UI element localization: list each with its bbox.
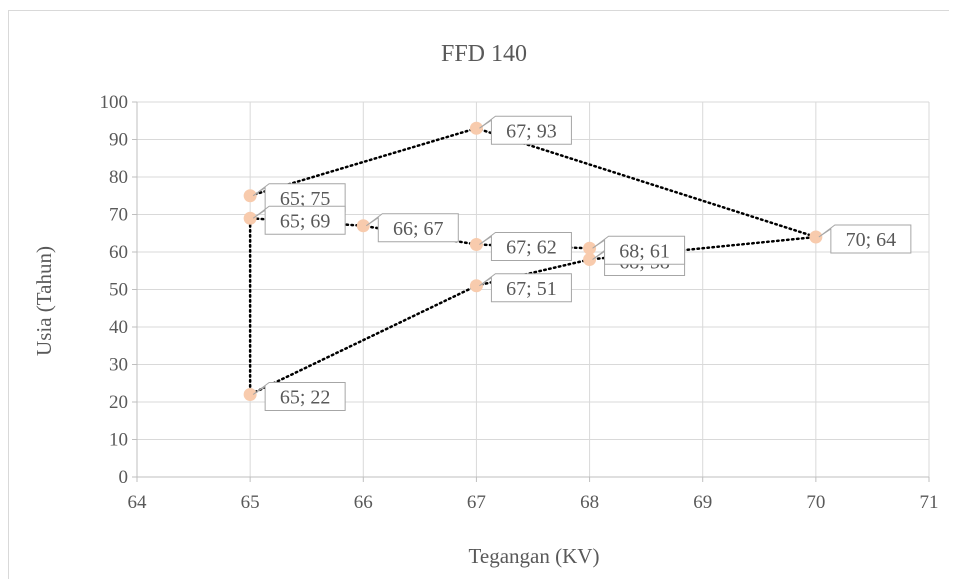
y-tick-label: 80 xyxy=(109,167,128,188)
x-tick-label: 69 xyxy=(693,492,712,513)
data-label: 68; 61 xyxy=(592,235,686,265)
scatter-chart: FFD 140 0 10 20 30 40 50 60 70 80 90 100 64 65 66 67 68… xyxy=(32,41,939,568)
data-label: 67; 93 xyxy=(479,115,572,145)
data-label: 70; 64 xyxy=(818,224,912,254)
x-tick-label: 70 xyxy=(806,492,825,513)
data-point xyxy=(243,189,257,203)
y-tick-label: 20 xyxy=(109,392,128,413)
data-label-box xyxy=(365,213,459,243)
y-tick-label: 50 xyxy=(109,280,128,301)
x-tick-label: 64 xyxy=(128,492,148,513)
data-label-box xyxy=(479,232,572,261)
x-axis-title: Tegangan (KV) xyxy=(469,544,600,568)
data-label: 66; 67 xyxy=(365,213,459,243)
data-label-text: 70; 64 xyxy=(846,229,897,251)
data-label: 65; 22 xyxy=(252,382,346,411)
data-label-text: 65; 75 xyxy=(280,188,331,210)
data-label: 67; 51 xyxy=(479,273,572,303)
data-point xyxy=(469,121,483,135)
data-label: 65; 75 xyxy=(252,183,346,213)
data-point xyxy=(809,230,823,244)
data-point xyxy=(583,241,597,255)
data-point xyxy=(583,253,597,266)
y-axis-title: Usia (Tahun) xyxy=(32,246,56,356)
data-point xyxy=(469,238,483,251)
data-label: 67; 62 xyxy=(479,232,572,261)
data-point xyxy=(243,211,257,225)
data-label-box xyxy=(479,115,572,145)
y-tick-label: 30 xyxy=(109,355,128,376)
data-label-text: 65; 22 xyxy=(280,387,331,409)
data-label-box xyxy=(252,205,346,235)
axes: 0 10 20 30 40 50 60 70 80 90 100 64 65 66 67 68 69 70 71 xyxy=(100,92,939,513)
series-line xyxy=(248,126,817,397)
x-tick-label: 71 xyxy=(920,492,939,513)
data-point xyxy=(356,219,370,233)
data-label-text: 67; 51 xyxy=(506,278,557,300)
y-tick-label: 10 xyxy=(109,430,128,451)
y-tick-label: 40 xyxy=(109,317,128,338)
data-label-text: 67; 93 xyxy=(506,120,557,142)
x-tick-label: 66 xyxy=(354,492,373,513)
data-label-text: 67; 62 xyxy=(506,237,557,259)
y-tick-label: 70 xyxy=(109,205,128,226)
data-label: 65; 69 xyxy=(252,205,346,235)
y-tick-label: 60 xyxy=(109,242,128,263)
data-label-box xyxy=(252,382,346,411)
y-tick-label: 0 xyxy=(119,467,129,488)
data-point xyxy=(469,279,483,293)
chart-title: FFD 140 xyxy=(441,41,527,67)
y-tick-label: 90 xyxy=(109,130,128,151)
connector-line xyxy=(248,126,817,397)
x-tick-label: 65 xyxy=(241,492,260,513)
data-label-box xyxy=(818,224,912,254)
data-points xyxy=(243,121,823,401)
chart-area: FFD 140 0 10 20 30 40 50 60 70 80 90 100 64 65 66 67 68… xyxy=(8,10,949,579)
data-label-text: 66; 67 xyxy=(393,218,444,240)
data-label-text: 68; 61 xyxy=(619,240,670,262)
y-tick-label: 100 xyxy=(100,92,129,113)
x-tick-label: 68 xyxy=(580,492,599,513)
data-label-text: 65; 69 xyxy=(280,210,331,232)
x-tick-label: 67 xyxy=(467,492,486,513)
data-label-box xyxy=(479,273,572,303)
data-label-box xyxy=(592,235,686,265)
data-point xyxy=(243,388,257,401)
